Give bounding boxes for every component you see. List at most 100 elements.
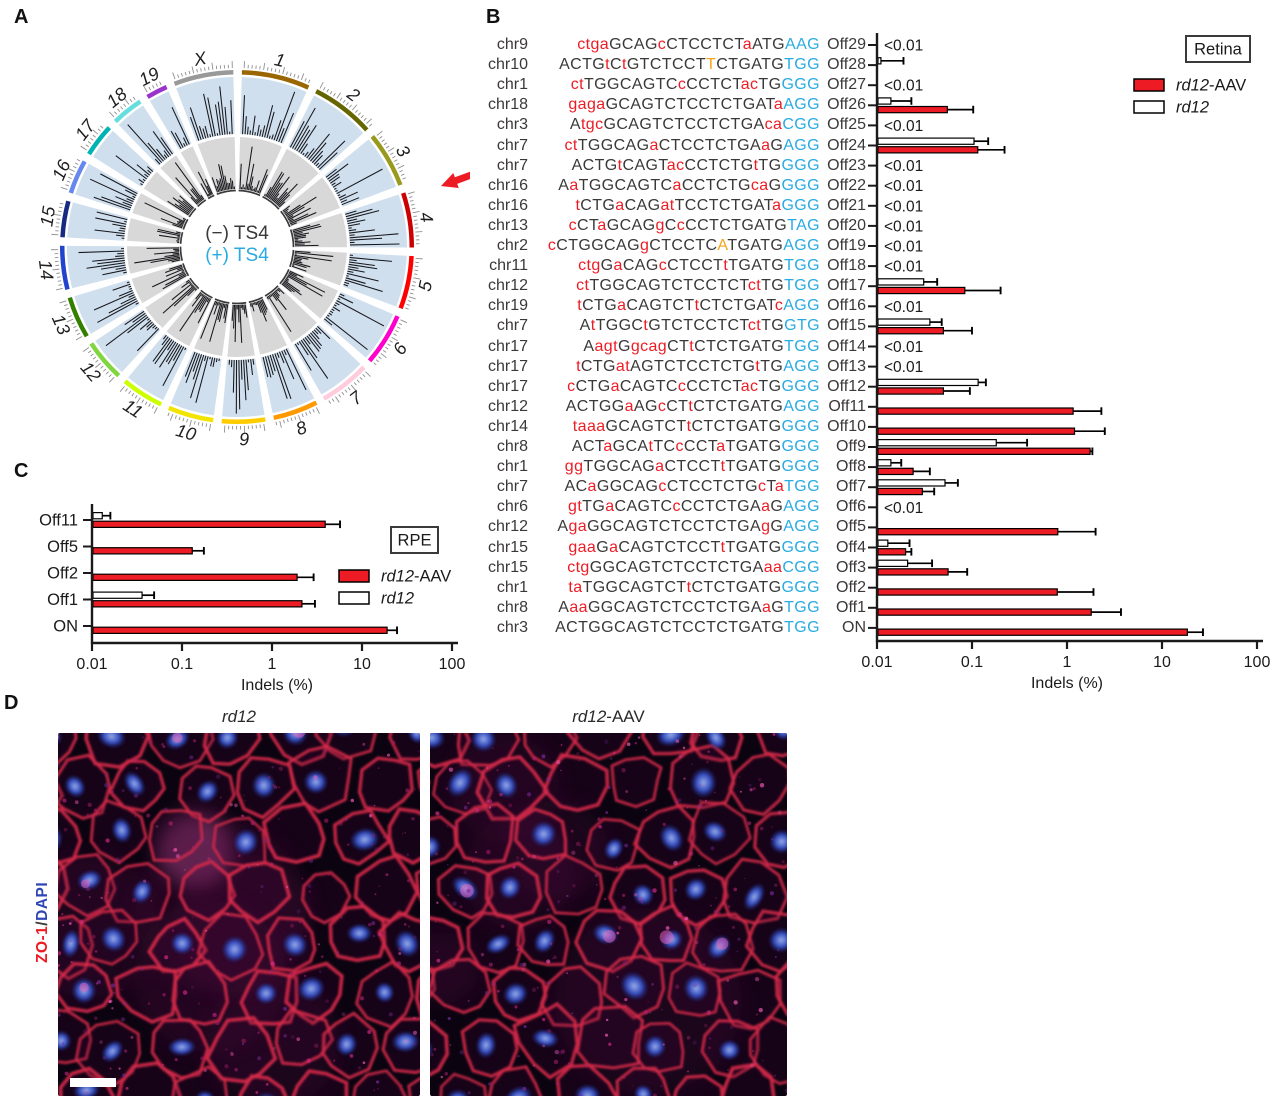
offtarget-label: Off29 — [827, 36, 866, 53]
circos-outer-sector — [222, 358, 265, 417]
nucleus — [643, 1034, 667, 1059]
bar-rd12-aav — [92, 520, 326, 529]
offtarget-label: Off20 — [827, 216, 866, 234]
chromosome-arc — [146, 84, 168, 99]
chromosome-label: X — [191, 48, 209, 70]
circos-inner-sector — [238, 137, 282, 195]
offtarget-label: Off6 — [836, 498, 866, 516]
panel-b-label: B — [486, 6, 501, 28]
chromosome-cell: chr12 — [487, 397, 528, 415]
x-tick-label: 0.01 — [861, 654, 892, 671]
legend-swatch — [1133, 100, 1165, 114]
nucleus — [470, 733, 497, 753]
chromosome-arc — [113, 99, 142, 124]
circos-inner-sector — [132, 193, 187, 230]
chromosome-arc — [68, 160, 87, 194]
nucleus — [111, 816, 133, 844]
sequence-text: gtTGaCAGTCcCCTCTGAaGAGG — [568, 498, 820, 516]
chromosome-cell: chr11 — [489, 257, 528, 275]
category-label: Off1 — [47, 591, 78, 609]
nucleus — [196, 779, 219, 804]
chromosome-arc — [168, 405, 214, 423]
bar-rd12-aav — [877, 427, 1076, 435]
circos-inner-sector — [265, 286, 317, 343]
rpe-legend-box — [390, 526, 439, 554]
offtarget-label: Off27 — [827, 76, 866, 94]
nucleus — [603, 837, 624, 861]
chromosome-arc — [87, 126, 112, 156]
bar-rd12 — [877, 539, 889, 547]
offtarget-label: Off7 — [836, 478, 866, 496]
chromosome-arc — [173, 70, 234, 86]
chromosome-cell: chr16 — [487, 196, 528, 214]
circos-inner-sector — [127, 218, 182, 244]
circos-outer-sector — [95, 309, 161, 373]
nucleus — [131, 878, 153, 905]
nucleus — [743, 882, 766, 911]
chromosome-cell: chr1 — [496, 578, 528, 596]
retina-legend-box — [1185, 35, 1251, 63]
bar-rd12 — [877, 479, 946, 487]
offtarget-label: Off12 — [827, 377, 866, 395]
nucleus — [254, 982, 278, 1005]
nucleus — [335, 1032, 358, 1057]
offtarget-label: Off18 — [827, 257, 866, 275]
circos-center-label: (+) TS4 — [205, 245, 269, 266]
nucleus — [533, 928, 556, 954]
circos-outer-sector — [74, 279, 140, 334]
below-limit-label: <0.01 — [884, 500, 923, 517]
chromosome-arc — [322, 365, 366, 401]
nucleus — [303, 769, 329, 795]
nucleus — [531, 1028, 560, 1048]
offtarget-label: Off17 — [827, 277, 866, 295]
circos-inner-sector — [194, 300, 230, 356]
nucleus — [123, 770, 146, 797]
bar-rd12 — [92, 511, 103, 520]
offtarget-label: Off15 — [827, 317, 866, 335]
bar-rd12 — [877, 318, 931, 326]
red-arrow — [441, 168, 470, 189]
chromosome-arc — [241, 70, 310, 90]
x-axis-title: Indels (%) — [1031, 675, 1103, 692]
nucleus — [232, 828, 259, 856]
sequence-text: AtTGGCtGTCTCCTCTctTGGTG — [579, 317, 820, 335]
nucleus — [633, 1084, 653, 1096]
circos-outer-sector — [288, 95, 364, 172]
offtarget-label: Off8 — [836, 458, 866, 476]
chromosome-cell: chr8 — [496, 438, 528, 455]
category-label: ON — [53, 618, 78, 636]
chromosome-cell: chr7 — [496, 317, 528, 335]
offtarget-label: Off26 — [827, 96, 866, 114]
chromosome-cell: chr3 — [496, 618, 528, 636]
below-limit-label: <0.01 — [884, 218, 923, 235]
nucleus — [430, 835, 441, 859]
legend-label: rd12 — [381, 590, 414, 608]
offtarget-label: Off16 — [827, 297, 866, 315]
chromosome-arc — [398, 255, 414, 310]
nucleus — [391, 1030, 420, 1053]
bar-rd12-aav — [877, 588, 1058, 596]
bar-rd12 — [877, 378, 979, 387]
offtarget-label: Off28 — [827, 56, 866, 74]
chromosome-label: 4 — [416, 211, 437, 224]
circos-inner-sector — [292, 213, 347, 248]
nucleus — [530, 820, 558, 848]
chromosome-cell: chr7 — [496, 136, 528, 154]
sequence-text: gaaGaCAGTCTCCTtTGATGGGG — [568, 538, 820, 556]
nucleus — [215, 733, 239, 750]
circos-outer-sector — [149, 91, 192, 150]
offtarget-label: Off23 — [827, 156, 866, 174]
nucleus — [281, 931, 308, 958]
nucleus — [297, 975, 326, 1002]
chromosome-arc — [401, 192, 414, 248]
below-limit-label: <0.01 — [884, 38, 923, 55]
circos-outer-sector — [240, 77, 307, 144]
sequence-text: ctTGGCAGTCcCCTCTacTGGGG — [570, 76, 820, 94]
chromosome-cell: chr12 — [487, 518, 528, 536]
nucleus — [430, 733, 446, 750]
bar-rd12 — [877, 137, 975, 145]
legend-swatch — [1133, 78, 1165, 92]
sequence-text: ACTGtCAGTacCCTCTGtTGGGG — [571, 156, 820, 174]
nucleus — [632, 883, 654, 907]
nucleus — [444, 1088, 471, 1096]
